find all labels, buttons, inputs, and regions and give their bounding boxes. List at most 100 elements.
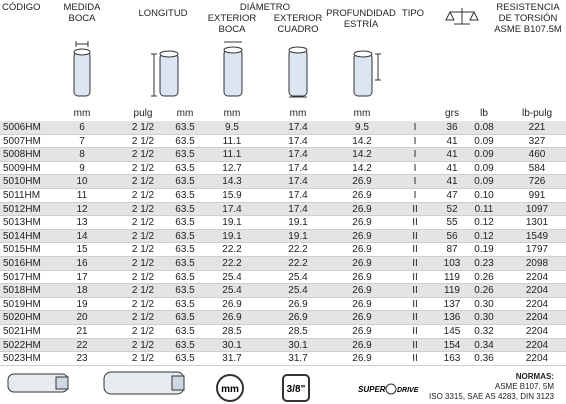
table-cell: 9.5 bbox=[225, 122, 239, 133]
table-cell: II bbox=[412, 353, 418, 365]
header-torsion: RESISTENCIA DE TORSIÓN ASME B107.5M bbox=[494, 2, 562, 35]
table-cell: 460 bbox=[528, 149, 546, 161]
code-cell: 5008HM bbox=[3, 149, 41, 161]
table-cell: 63.5 bbox=[175, 353, 195, 365]
norms-asme: ASME B107. 5M bbox=[494, 382, 554, 391]
table-cell: 0.10 bbox=[474, 190, 494, 201]
table-cell: 2 1/2 bbox=[131, 339, 155, 351]
table-cell: 2 1/2 bbox=[131, 135, 155, 147]
table-cell: 2 1/2 bbox=[131, 271, 155, 283]
socket-icon bbox=[353, 50, 381, 97]
table-cell: 19.1 bbox=[288, 230, 308, 242]
table-cell: 0.26 bbox=[474, 285, 494, 297]
table-cell: 30.1 bbox=[288, 339, 308, 351]
header-type: TIPO bbox=[401, 8, 425, 19]
table-cell: 0.32 bbox=[474, 326, 494, 337]
table-cell: 11.1 bbox=[222, 135, 242, 147]
table-cell: 0.30 bbox=[474, 298, 494, 310]
table-cell: 1097 bbox=[525, 203, 549, 215]
table-cell: 2 1/2 bbox=[131, 176, 155, 188]
socket-icon bbox=[223, 41, 243, 97]
table-cell: 63.5 bbox=[175, 217, 195, 229]
table-cell: 0.09 bbox=[474, 162, 494, 174]
unit-label: lb bbox=[480, 108, 488, 119]
table-cell: 9.5 bbox=[355, 122, 369, 133]
unit-label: pulg bbox=[133, 108, 153, 119]
unit-label: lb-pulg bbox=[521, 108, 553, 119]
table-cell: 0.23 bbox=[474, 258, 494, 269]
table-cell: 41 bbox=[446, 149, 458, 161]
table-cell: 991 bbox=[528, 190, 546, 201]
header-diameter: DIÁMETRO bbox=[239, 2, 291, 13]
table-row: 5013HM 13 2 1/2 63.5 19.1 19.1 26.9 II 55 0.12 130… bbox=[0, 216, 566, 230]
table-cell: 2 1/2 bbox=[131, 298, 155, 310]
table-cell: 327 bbox=[528, 135, 546, 147]
header-size: MEDIDA BOCA bbox=[63, 2, 101, 24]
table-cell: 25.4 bbox=[222, 271, 242, 283]
table-cell: 28.5 bbox=[222, 326, 242, 337]
unit-label: mm bbox=[353, 108, 371, 119]
table-row: 5016HM 16 2 1/2 63.5 22.2 22.2 26.9 II 103 0.23 20… bbox=[0, 257, 566, 271]
table-row: 5011HM 11 2 1/2 63.5 15.9 17.4 26.9 I 47 0.10 991 bbox=[0, 189, 566, 203]
table-cell: 63.5 bbox=[175, 230, 195, 242]
socket-icon bbox=[151, 50, 179, 97]
table-cell: 0.09 bbox=[474, 135, 494, 147]
table-cell: 63.5 bbox=[175, 190, 195, 201]
code-cell: 5015HM bbox=[3, 244, 41, 256]
header-outer-mouth: EXTERIOR BOCA bbox=[207, 13, 257, 35]
table-cell: II bbox=[412, 312, 418, 324]
table-cell: 2204 bbox=[525, 353, 549, 365]
table-row: 5006HM 6 2 1/2 63.5 9.5 17.4 9.5 I 36 0.08 221 bbox=[0, 121, 566, 135]
table-cell: 23 bbox=[76, 353, 88, 365]
code-cell: 5020HM bbox=[3, 312, 41, 324]
table-cell: 2 1/2 bbox=[131, 258, 155, 269]
table-cell: 26.9 bbox=[222, 298, 242, 310]
table-cell: 2 1/2 bbox=[131, 149, 155, 161]
table-cell: I bbox=[413, 162, 417, 174]
table-cell: 26.9 bbox=[352, 258, 372, 269]
table-cell: 19.1 bbox=[288, 217, 308, 229]
table-cell: 26.9 bbox=[352, 353, 372, 365]
table-cell: 17.4 bbox=[288, 122, 308, 133]
badge bbox=[282, 374, 310, 402]
code-cell: 5022HM bbox=[3, 339, 41, 351]
table-row: 5021HM 21 2 1/2 63.5 28.5 28.5 26.9 II 145 0.32 22… bbox=[0, 325, 566, 339]
table-cell: I bbox=[413, 135, 417, 147]
table-cell: 22.2 bbox=[222, 258, 242, 269]
table-cell: 22.2 bbox=[288, 244, 308, 256]
table-cell: 26.9 bbox=[352, 203, 372, 215]
table-row: 5017HM 17 2 1/2 63.5 25.4 25.4 26.9 II 119 0.26 22… bbox=[0, 270, 566, 285]
table-cell: 2 1/2 bbox=[131, 326, 155, 337]
table-cell: 25.4 bbox=[222, 285, 242, 297]
table-cell: 2204 bbox=[525, 326, 549, 337]
table-cell: 26.9 bbox=[352, 176, 372, 188]
code-cell: 5014HM bbox=[3, 230, 41, 242]
unit-label: mm bbox=[289, 108, 307, 119]
table-cell: 63.5 bbox=[175, 258, 195, 269]
table-cell: 17.4 bbox=[288, 190, 308, 201]
table-cell: 1549 bbox=[525, 230, 549, 242]
table-cell: 0.12 bbox=[474, 230, 494, 242]
socket-side-icon bbox=[7, 373, 69, 393]
table-cell: 2204 bbox=[525, 298, 549, 310]
table-cell: 41 bbox=[446, 176, 458, 188]
code-cell: 5013HM bbox=[3, 217, 41, 229]
table-cell: 63.5 bbox=[175, 339, 195, 351]
unit-label: mm bbox=[223, 108, 241, 119]
table-cell: 2 1/2 bbox=[131, 285, 155, 297]
table-row: 5020HM 20 2 1/2 63.5 26.9 26.9 26.9 II 136 0.30 22… bbox=[0, 311, 566, 325]
table-row: 5018HM 18 2 1/2 63.5 25.4 25.4 26.9 II 119 0.26 22… bbox=[0, 284, 566, 298]
table-row: 5023HM 23 2 1/2 63.5 31.7 31.7 26.9 II 163 0.36 22… bbox=[0, 352, 566, 366]
table-row: 5008HM 8 2 1/2 63.5 11.1 17.4 14.2 I 41 0.09 460 bbox=[0, 148, 566, 162]
table-cell: 221 bbox=[528, 122, 546, 133]
table-cell: 17.4 bbox=[288, 203, 308, 215]
table-row: 5022HM 22 2 1/2 63.5 30.1 30.1 26.9 II 154 0.34 22… bbox=[0, 338, 566, 353]
table-cell: 26.9 bbox=[352, 285, 372, 297]
table-cell: 17.4 bbox=[288, 149, 308, 161]
socket-side-icon bbox=[103, 371, 185, 395]
table-cell: I bbox=[413, 190, 417, 201]
table-cell: 10 bbox=[76, 176, 88, 188]
scale-icon bbox=[445, 8, 479, 25]
table-cell: 726 bbox=[528, 176, 546, 188]
norms-list: ISO 3315, SAE AS 4283, DIN 3123 bbox=[429, 392, 554, 401]
